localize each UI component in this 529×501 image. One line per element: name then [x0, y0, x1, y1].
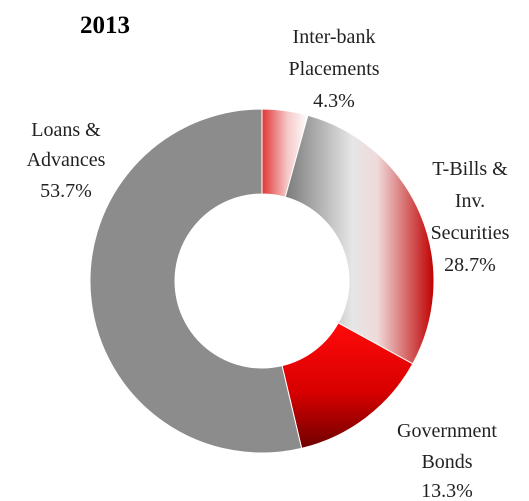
donut-slices: [89, 108, 435, 454]
slice-label-government-bonds: Government Bonds 13.3%: [397, 420, 497, 501]
slice-value-label: 28.7%: [444, 254, 496, 276]
slice-label-line: Placements: [288, 58, 379, 80]
slice-label-line: Inter-bank: [293, 26, 376, 48]
slice-value-label: 13.3%: [421, 480, 473, 501]
slice-value-label: 53.7%: [40, 180, 92, 202]
slice-label-line: Bonds: [421, 451, 472, 473]
slice-tbills-securities: [284, 114, 435, 365]
slice-label-interbank: Inter-bank Placements 4.3%: [288, 26, 379, 112]
slice-label-tbills: T-Bills & Inv. Securities 28.7%: [431, 158, 510, 276]
slice-label-line: T-Bills &: [432, 158, 508, 180]
slice-label-line: Advances: [27, 149, 106, 171]
chart-title: 2013: [80, 12, 130, 39]
slice-label-line: Securities: [431, 222, 510, 244]
slice-label-line: Government: [397, 420, 497, 442]
slice-label-line: Loans &: [31, 119, 101, 141]
slice-loans-advances: [89, 108, 303, 454]
slice-value-label: 4.3%: [313, 90, 355, 112]
slice-label-line: Inv.: [455, 190, 485, 212]
slice-label-loans: Loans & Advances 53.7%: [27, 119, 106, 202]
